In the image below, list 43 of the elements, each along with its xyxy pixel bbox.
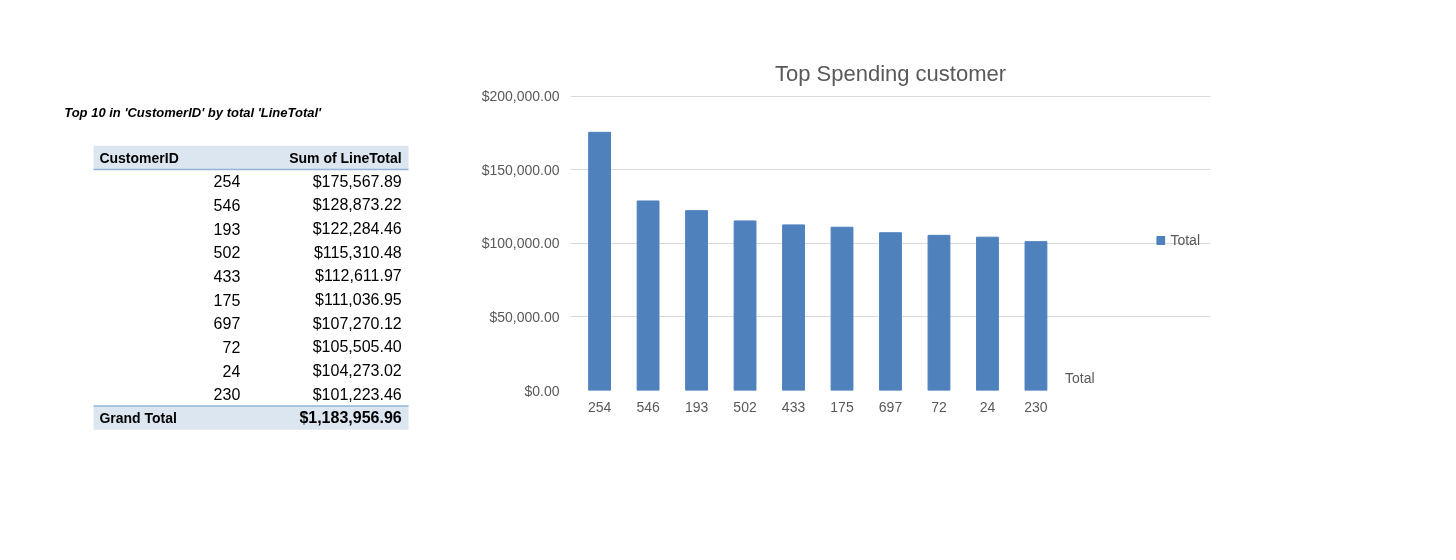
text: CustomerID	[99, 149, 179, 166]
text: $112,611.97	[315, 267, 402, 285]
x-tick-label: 254	[587, 398, 612, 415]
x-tick-label: 546	[636, 398, 660, 415]
y-tick-label: $0.00	[524, 382, 560, 399]
category-label: 433	[213, 267, 241, 285]
x-tick-label: 230	[1024, 398, 1048, 415]
y-tick-label: $50,000.00	[489, 308, 560, 325]
category-label: 546	[213, 196, 241, 214]
text: $128,873.22	[312, 196, 402, 214]
y-tick-label: $100,000.00	[481, 235, 560, 252]
text: $175,567.89	[312, 172, 402, 190]
text: $115,310.48	[313, 243, 402, 261]
category-label: 175	[213, 291, 241, 309]
chart-title: Top Spending customer	[774, 60, 1007, 86]
x-tick-label: 193	[684, 398, 709, 415]
text: Top 10 in 'CustomerID' by total 'LineTotal'	[64, 105, 323, 121]
text: Sum of LineTotal	[289, 149, 402, 166]
x-tick-label: 697	[878, 398, 903, 415]
text: $111,036.95	[315, 291, 402, 309]
category-label: 230	[213, 386, 241, 404]
x-tick-label: 24	[979, 398, 996, 415]
category-label: 72	[222, 338, 241, 356]
x-tick-label: 72	[931, 398, 947, 415]
category-label: 697	[213, 315, 241, 333]
text: $107,270.12	[312, 314, 402, 332]
x-tick-label: 175	[830, 398, 854, 415]
x-tick-label: 502	[733, 398, 757, 415]
category-label: 254	[213, 173, 241, 191]
x-tick-label: 433	[781, 398, 806, 415]
y-tick-label: $150,000.00	[481, 161, 560, 178]
category-label: 193	[213, 220, 241, 238]
y-tick-label: $200,000.00	[481, 88, 560, 105]
category-label: 24	[222, 362, 241, 380]
text: $105,505.40	[312, 338, 402, 356]
text: $101,223.46	[312, 385, 402, 403]
text: $122,284.46	[312, 220, 402, 238]
category-label: 502	[213, 244, 241, 262]
text: $104,273.02	[312, 362, 402, 380]
text: $1,183,956.96	[299, 409, 402, 427]
legend-label: Total	[1170, 232, 1200, 248]
text: Grand Total	[99, 409, 177, 426]
x-axis-title: Total	[1065, 370, 1095, 387]
